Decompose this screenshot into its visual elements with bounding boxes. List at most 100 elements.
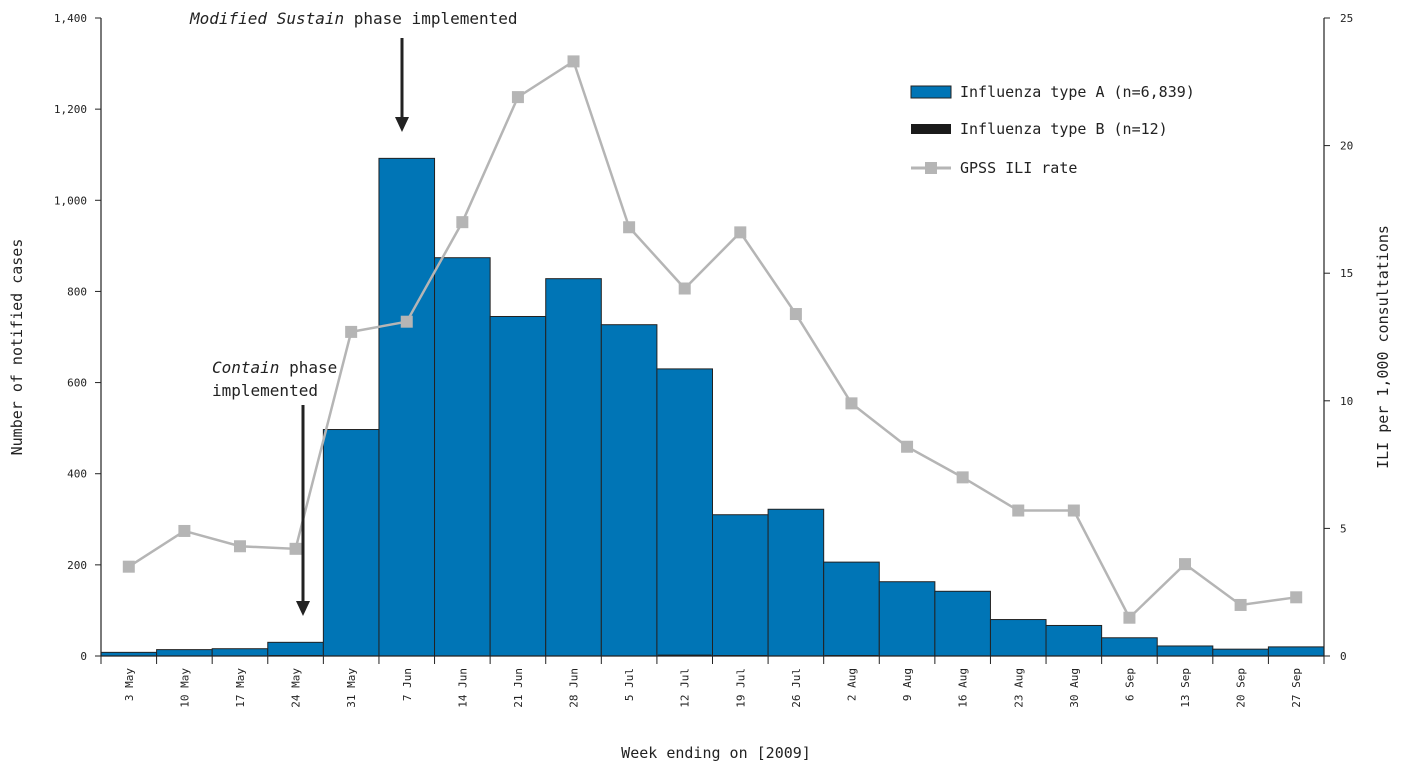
bar-influenza-a (768, 509, 824, 656)
ili-rate-marker (901, 441, 913, 453)
x-tick-label: 14 Jun (456, 668, 469, 708)
x-tick-label: 31 May (345, 668, 358, 708)
bar-influenza-a (713, 515, 769, 656)
bar-influenza-a (1157, 646, 1213, 656)
bar-influenza-a (435, 258, 491, 656)
x-tick-label: 23 Aug (1012, 668, 1025, 708)
influenza-a-bars (101, 158, 1324, 656)
bar-influenza-a (935, 591, 991, 656)
right-y-tick-label: 25 (1340, 12, 1353, 25)
right-y-tick-label: 10 (1340, 395, 1353, 408)
x-tick-label: 26 Jul (790, 668, 803, 708)
ili-rate-marker (1179, 558, 1191, 570)
legend-label-influenza-a: Influenza type A (n=6,839) (960, 83, 1195, 101)
ili-rate-marker (234, 540, 246, 552)
svg-text:Contain phase: Contain phase (212, 358, 337, 377)
legend-label-ili: GPSS ILI rate (960, 159, 1077, 177)
ili-rate-marker (568, 55, 580, 67)
left-y-tick-label: 1,400 (54, 12, 87, 25)
bar-influenza-a (490, 316, 546, 656)
left-y-tick-label: 1,200 (54, 103, 87, 116)
annotation-sustain-emphasis: Modified Sustain (189, 9, 344, 28)
bar-influenza-a (323, 430, 379, 656)
ili-rate-marker (957, 471, 969, 483)
x-tick-label: 5 Jul (623, 668, 636, 701)
ili-rate-marker (790, 308, 802, 320)
x-tick-label: 7 Jun (401, 668, 414, 701)
annotation-sustain-arrow-head (395, 117, 409, 132)
ili-rate-marker (679, 283, 691, 295)
x-tick-label: 10 May (178, 668, 191, 708)
ili-rate-marker (345, 326, 357, 338)
bar-influenza-a (1046, 625, 1102, 656)
ili-rate-marker (456, 216, 468, 228)
ili-rate-marker (845, 397, 857, 409)
x-tick-label: 28 Jun (568, 668, 581, 708)
ili-rate-marker (1235, 599, 1247, 611)
ili-rate-marker (1012, 505, 1024, 517)
legend-swatch-influenza-b (911, 124, 951, 134)
bar-influenza-a (1268, 647, 1324, 656)
x-axis-title: Week ending on [2009] (621, 744, 811, 762)
bar-influenza-a (212, 649, 268, 656)
x-tick-label: 6 Sep (1123, 668, 1136, 701)
bar-influenza-a (1213, 649, 1269, 656)
x-tick-label: 30 Aug (1068, 668, 1081, 708)
ili-rate-marker (623, 221, 635, 233)
x-tick-label: 24 May (290, 668, 303, 708)
right-y-tick-label: 20 (1340, 140, 1353, 153)
bar-influenza-a (601, 325, 657, 656)
ili-rate-marker (1068, 505, 1080, 517)
annotation-sustain-rest: phase implemented (344, 9, 517, 28)
x-tick-label: 3 May (123, 668, 136, 701)
ili-rate-marker (123, 561, 135, 573)
legend: Influenza type A (n=6,839) Influenza typ… (911, 83, 1195, 177)
x-tick-label: 19 Jul (734, 668, 747, 708)
left-y-tick-label: 200 (67, 559, 87, 572)
x-tick-label: 13 Sep (1179, 668, 1192, 708)
x-tick-label: 9 Aug (901, 668, 914, 701)
legend-swatch-influenza-a (911, 86, 951, 98)
bar-influenza-a (1102, 638, 1158, 656)
left-y-tick-label: 0 (80, 650, 87, 663)
left-y-ticks: 0 200 400 600 800 1,000 1,200 1,400 (54, 12, 101, 663)
annotation-contain: Contain phase implemented (212, 358, 337, 616)
bar-influenza-a (379, 158, 435, 656)
ili-rate-marker (290, 543, 302, 555)
left-y-tick-label: 600 (67, 377, 87, 390)
bar-influenza-a (879, 582, 935, 656)
left-y-tick-label: 400 (67, 468, 87, 481)
bar-influenza-a (157, 650, 213, 656)
svg-text:Modified Sustain phase impleme: Modified Sustain phase implemented (189, 9, 518, 28)
left-y-axis-title: Number of notified cases (8, 239, 26, 456)
left-y-tick-label: 1,000 (54, 194, 87, 207)
right-y-tick-label: 5 (1340, 522, 1347, 535)
x-tick-label: 2 Aug (845, 668, 858, 701)
bar-influenza-a (990, 620, 1046, 656)
annotation-contain-emphasis: Contain (212, 358, 279, 377)
annotation-modified-sustain: Modified Sustain phase implemented (189, 9, 518, 132)
annotation-contain-rest: phase (279, 358, 337, 377)
ili-rate-marker (1290, 591, 1302, 603)
ili-rate-marker (401, 316, 413, 328)
annotation-contain-arrow-head (296, 601, 310, 616)
x-tick-label: 20 Sep (1235, 668, 1248, 708)
x-tick-label: 16 Aug (957, 668, 970, 708)
ili-rate-marker (512, 91, 524, 103)
x-tick-label: 21 Jun (512, 668, 525, 708)
ili-rate-marker (178, 525, 190, 537)
x-tick-label: 12 Jul (679, 668, 692, 708)
right-y-tick-label: 15 (1340, 267, 1353, 280)
legend-swatch-ili-marker (925, 162, 937, 174)
ili-rate-marker (1123, 612, 1135, 624)
x-tick-label: 27 Sep (1290, 668, 1303, 708)
bar-influenza-a (824, 562, 880, 656)
bar-influenza-a (546, 279, 602, 656)
bar-influenza-a (268, 642, 324, 656)
bar-influenza-a (657, 369, 713, 656)
left-y-tick-label: 800 (67, 285, 87, 298)
legend-label-influenza-b: Influenza type B (n=12) (960, 120, 1168, 138)
